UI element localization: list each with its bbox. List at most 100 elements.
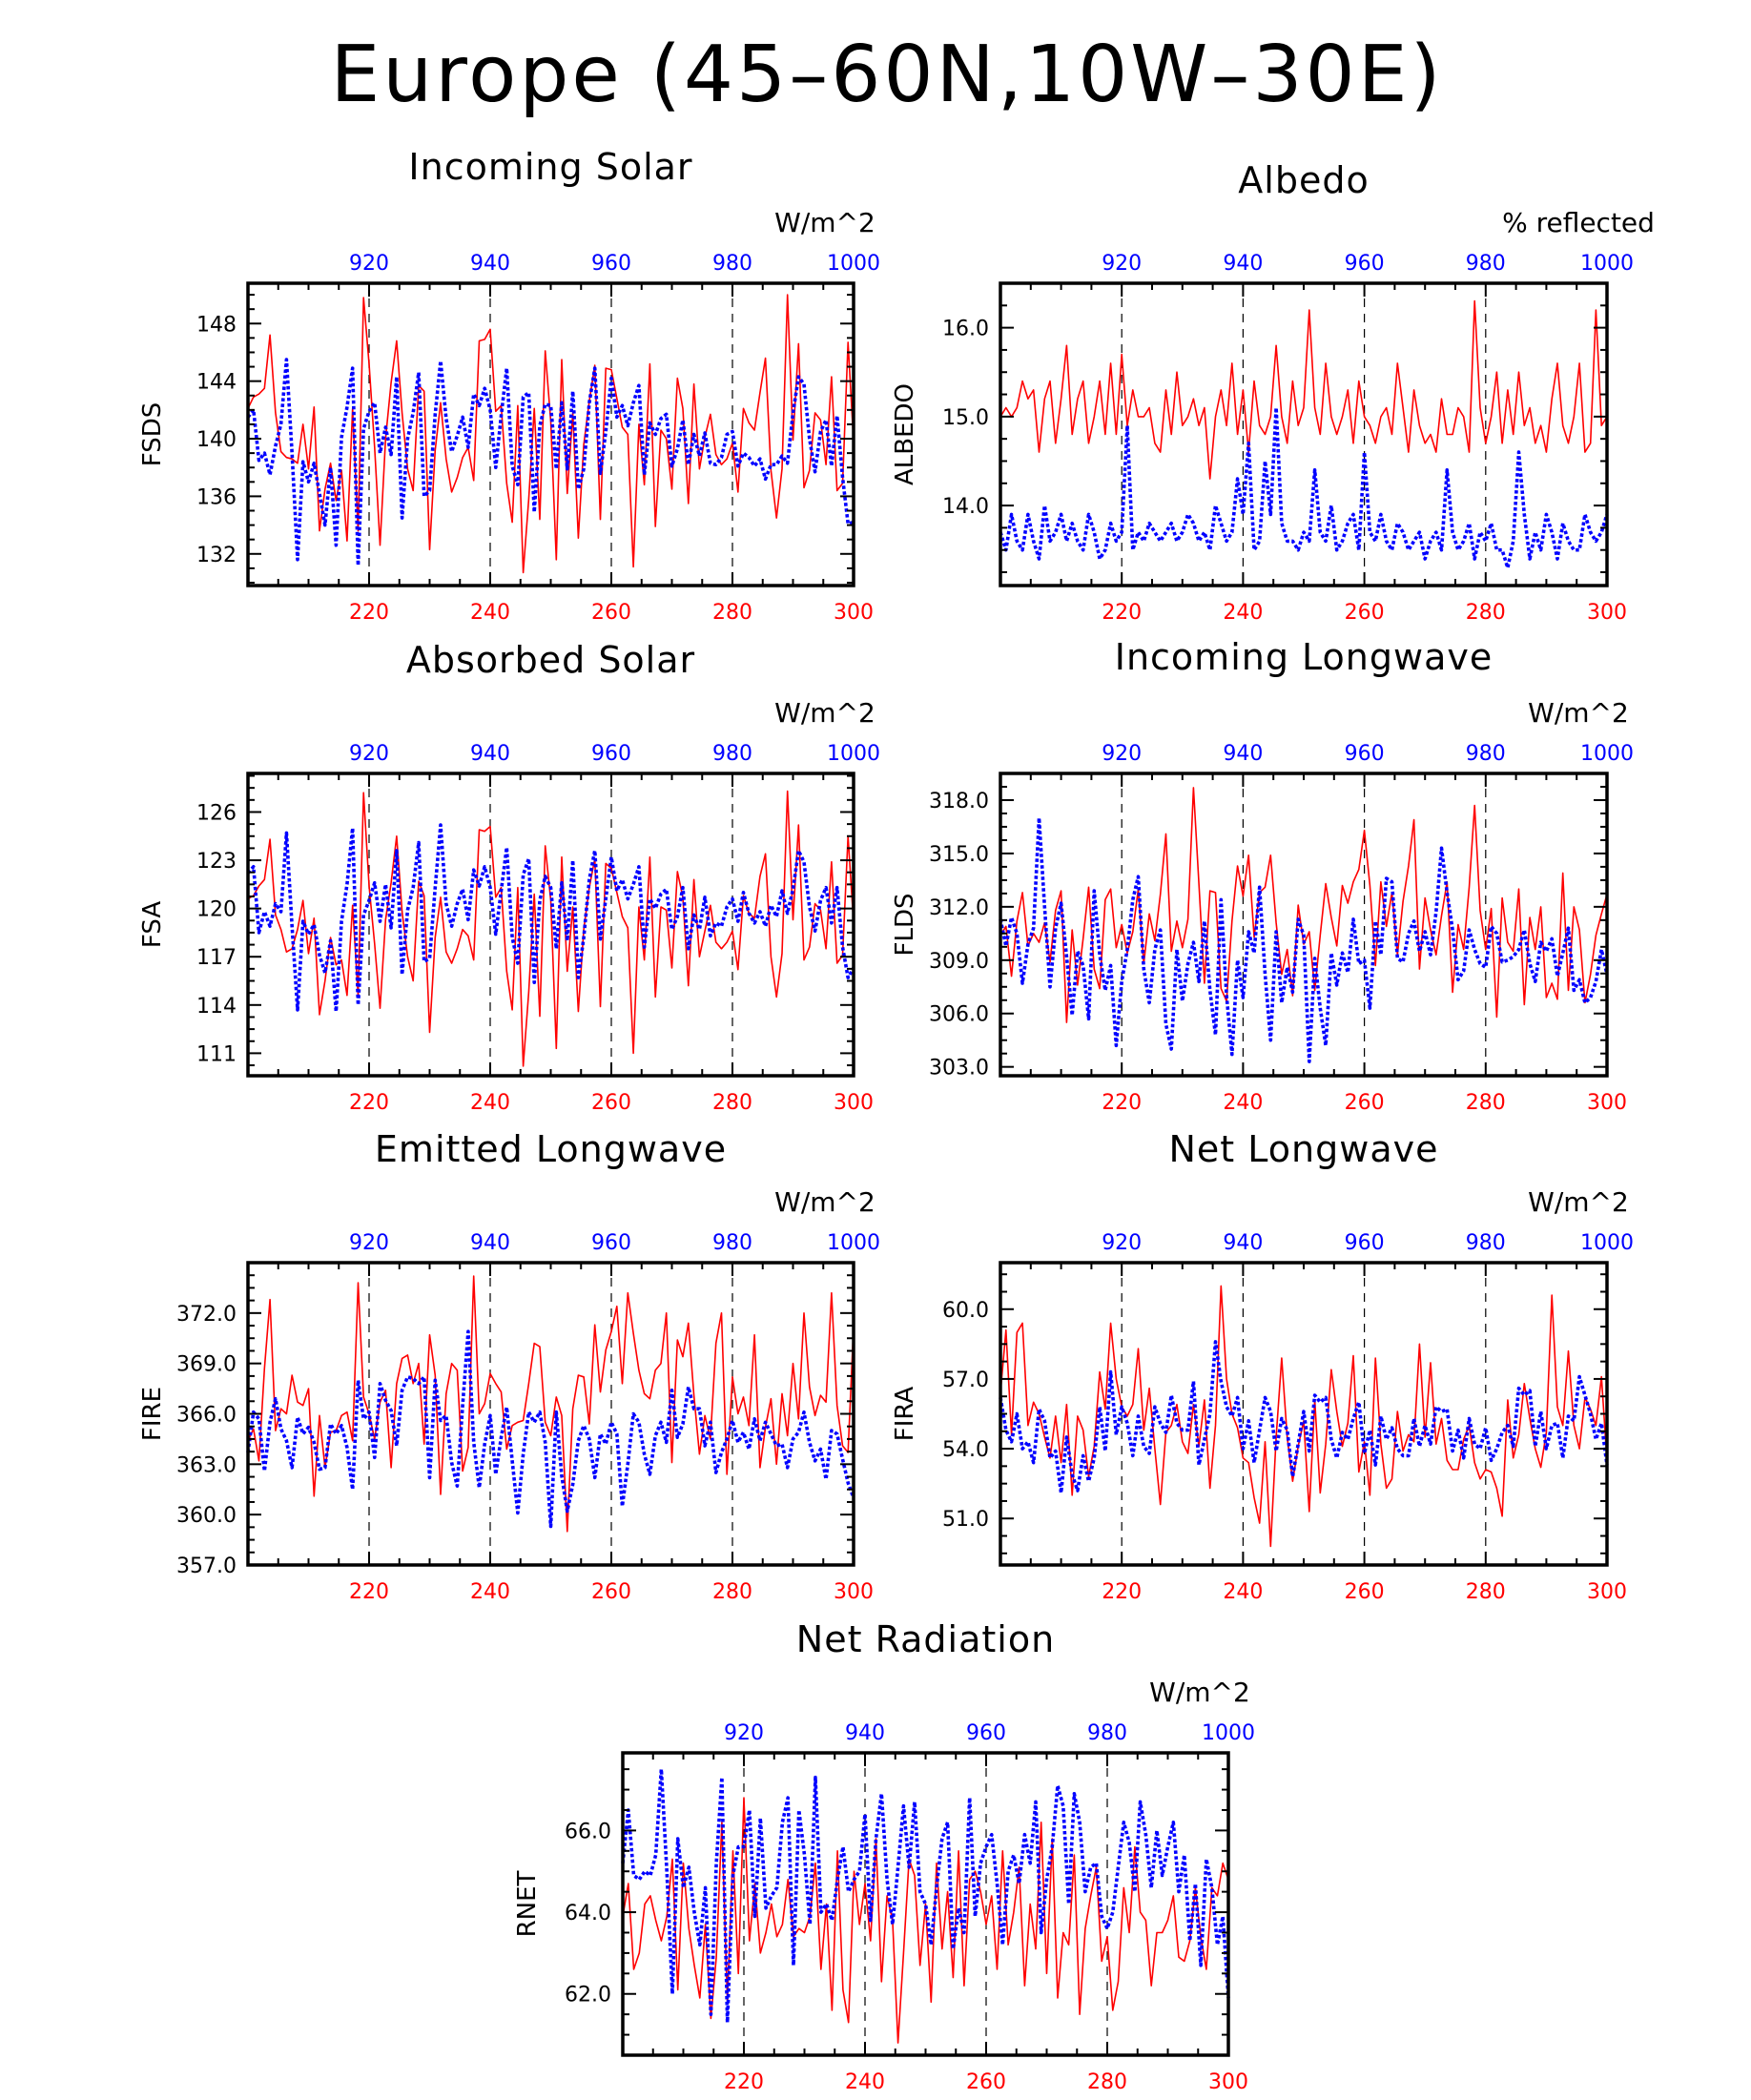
- x-tick-label-top: 960: [966, 1721, 1006, 1745]
- x-tick-label-top: 960: [1345, 252, 1385, 276]
- y-axis-label: FIRE: [138, 1387, 167, 1441]
- y-tick-label: 14.0: [942, 495, 989, 519]
- x-tick-label-top: 940: [1223, 1231, 1263, 1255]
- x-tick-label-bottom: 240: [1223, 1091, 1263, 1115]
- y-tick-label: 366.0: [176, 1404, 237, 1428]
- panel-fire: Emitted Longwave W/m^2 220 240 260 280 300 920 9…: [138, 1128, 880, 1604]
- panel-fsa: Absorbed Solar W/m^2 220 240 260 280 300 920 940…: [138, 639, 880, 1115]
- x-tick-label-bottom: 240: [1223, 601, 1263, 625]
- y-axis-label: FIRA: [891, 1387, 919, 1442]
- x-tick-label-bottom: 300: [1587, 1580, 1627, 1604]
- x-tick-label-bottom: 280: [1466, 1091, 1506, 1115]
- y-tick-label: 51.0: [942, 1508, 989, 1532]
- x-tick-label-top: 960: [591, 742, 631, 766]
- y-tick-label: 369.0: [176, 1353, 237, 1377]
- x-tick-label-top: 940: [845, 1721, 885, 1745]
- units-label: % reflected: [1502, 207, 1655, 238]
- x-tick-label-bottom: 280: [1087, 2070, 1127, 2094]
- x-tick-label-bottom: 240: [1223, 1580, 1263, 1604]
- x-tick-label-bottom: 300: [1208, 2070, 1248, 2094]
- x-tick-label-top: 940: [470, 1231, 510, 1255]
- x-tick-label-top: 1000: [1580, 742, 1634, 766]
- y-tick-label: 140: [196, 428, 237, 452]
- x-tick-label-top: 920: [1102, 1231, 1142, 1255]
- y-tick-label: 360.0: [176, 1504, 237, 1528]
- y-tick-label: 148: [196, 313, 237, 337]
- x-tick-label-bottom: 220: [1102, 601, 1142, 625]
- figure-title: Europe (45–60N,10W–30E): [330, 30, 1443, 120]
- y-tick-label: 318.0: [929, 790, 989, 813]
- y-tick-label: 15.0: [942, 406, 989, 430]
- x-tick-label-bottom: 260: [1345, 1091, 1385, 1115]
- panel-flds: Incoming Longwave W/m^2 220 240 260 280 300 920…: [891, 636, 1634, 1115]
- x-tick-label-bottom: 300: [834, 1091, 874, 1115]
- panel-title: Net Longwave: [1169, 1128, 1439, 1170]
- y-tick-label: 120: [196, 898, 237, 922]
- y-tick-label: 309.0: [929, 950, 989, 974]
- x-tick-label-bottom: 240: [845, 2070, 885, 2094]
- panel-fira: Net Longwave W/m^2 220 240 260 280 300 920 940 96…: [891, 1128, 1634, 1604]
- y-tick-label: 62.0: [565, 1984, 611, 2007]
- y-axis-label: ALBEDO: [891, 383, 919, 485]
- panel-rnet: Net Radiation W/m^2 220 240 260 280 300 920 940 9…: [513, 1618, 1255, 2094]
- x-tick-label-bottom: 280: [712, 1091, 752, 1115]
- y-tick-label: 64.0: [565, 1902, 611, 1925]
- y-tick-label: 111: [196, 1042, 237, 1066]
- x-tick-label-top: 1000: [827, 252, 880, 276]
- x-tick-label-top: 980: [712, 1231, 752, 1255]
- x-tick-label-bottom: 300: [834, 1580, 874, 1604]
- x-tick-label-bottom: 280: [1466, 1580, 1506, 1604]
- units-label: W/m^2: [1528, 1186, 1629, 1218]
- x-tick-label-top: 940: [1223, 742, 1263, 766]
- x-tick-label-top: 920: [349, 742, 389, 766]
- x-tick-label-bottom: 240: [470, 1091, 510, 1115]
- x-tick-label-top: 980: [712, 252, 752, 276]
- x-tick-label-bottom: 300: [1587, 1091, 1627, 1115]
- series-line-blue: [999, 815, 1609, 1063]
- x-tick-label-bottom: 220: [349, 601, 389, 625]
- x-tick-label-bottom: 220: [724, 2070, 764, 2094]
- y-tick-label: 357.0: [176, 1554, 237, 1578]
- x-tick-label-top: 960: [1345, 1231, 1385, 1255]
- panel-title: Emitted Longwave: [375, 1128, 727, 1170]
- x-tick-label-bottom: 220: [1102, 1580, 1142, 1604]
- panel-title: Absorbed Solar: [406, 639, 695, 681]
- x-tick-label-top: 920: [724, 1721, 764, 1745]
- y-tick-label: 363.0: [176, 1453, 237, 1477]
- y-tick-label: 66.0: [565, 1820, 611, 1843]
- x-tick-label-top: 940: [470, 252, 510, 276]
- panel-fsds: Incoming Solar W/m^2 220 240 260 280 300 920 940…: [138, 146, 880, 625]
- x-tick-label-bottom: 260: [966, 2070, 1006, 2094]
- panel-title: Incoming Solar: [408, 146, 692, 188]
- y-tick-label: 136: [196, 485, 237, 509]
- y-tick-label: 132: [196, 544, 237, 567]
- y-tick-label: 60.0: [942, 1299, 989, 1323]
- y-tick-label: 117: [196, 946, 237, 970]
- x-tick-label-bottom: 300: [834, 601, 874, 625]
- x-tick-label-bottom: 260: [591, 1091, 631, 1115]
- x-tick-label-top: 980: [712, 742, 752, 766]
- series-line-blue: [246, 1329, 855, 1529]
- x-tick-label-bottom: 280: [712, 601, 752, 625]
- x-tick-label-top: 960: [591, 252, 631, 276]
- y-axis-label: FSDS: [138, 402, 167, 467]
- series-line-blue: [999, 1340, 1609, 1495]
- x-tick-label-top: 980: [1466, 252, 1506, 276]
- panel-title: Net Radiation: [796, 1618, 1055, 1660]
- units-label: W/m^2: [774, 1186, 876, 1218]
- x-tick-label-bottom: 300: [1587, 601, 1627, 625]
- y-tick-label: 54.0: [942, 1438, 989, 1462]
- units-label: W/m^2: [774, 207, 876, 238]
- panels-group: Incoming Solar W/m^2 220 240 260 280 300 920 940…: [138, 146, 1655, 2094]
- units-label: W/m^2: [774, 697, 876, 729]
- series-line-red: [999, 299, 1608, 480]
- y-tick-label: 126: [196, 801, 237, 825]
- x-tick-label-top: 1000: [827, 1231, 880, 1255]
- y-axis-label: FLDS: [891, 894, 919, 957]
- x-tick-label-top: 980: [1087, 1721, 1127, 1745]
- units-label: W/m^2: [1149, 1677, 1250, 1708]
- y-tick-label: 303.0: [929, 1057, 989, 1081]
- x-tick-label-bottom: 260: [591, 1580, 631, 1604]
